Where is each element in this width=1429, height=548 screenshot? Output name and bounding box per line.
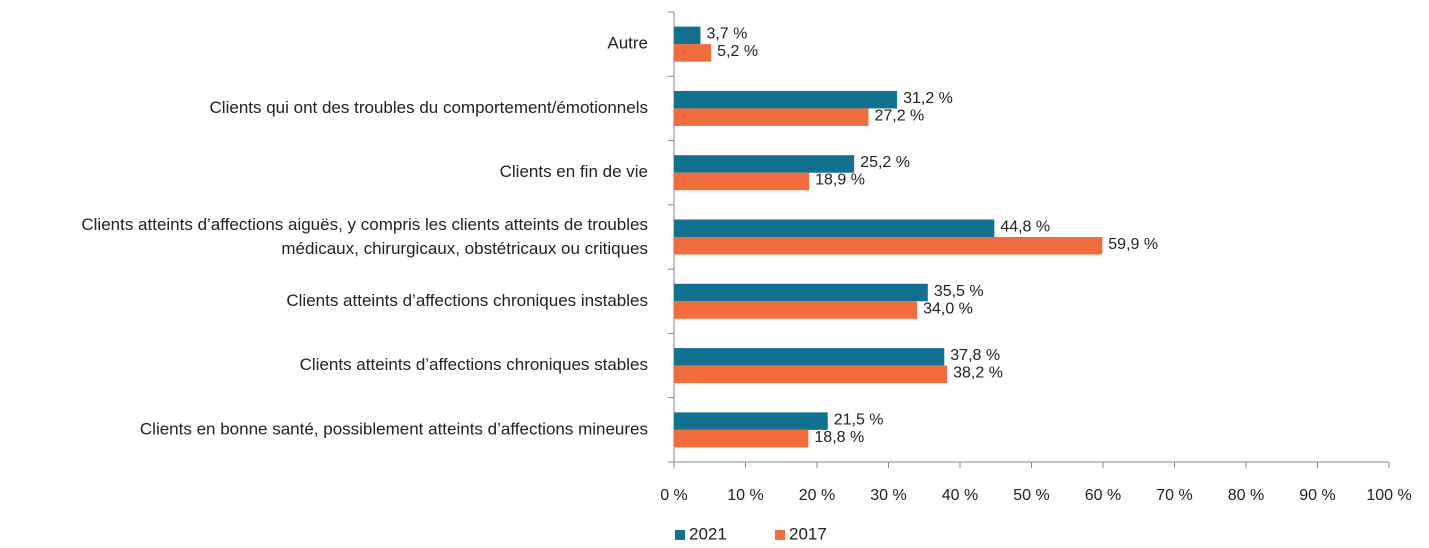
category-label: Clients atteints d’affections aiguës, y … xyxy=(81,215,648,258)
value-label: 27,2 % xyxy=(874,107,924,124)
bar xyxy=(674,219,995,237)
category-label: Clients en bonne santé, possiblement att… xyxy=(140,419,648,438)
bar xyxy=(674,365,948,384)
value-label: 25,2 % xyxy=(860,154,910,171)
x-tick-label: 100 % xyxy=(1366,487,1411,504)
value-label: 35,5 % xyxy=(934,283,984,300)
legend-swatch xyxy=(675,530,685,540)
bar xyxy=(674,283,928,302)
value-label: 3,7 % xyxy=(706,26,747,43)
category-label: Clients qui ont des troubles du comporte… xyxy=(210,98,648,117)
bar xyxy=(674,26,701,45)
value-label: 21,5 % xyxy=(834,411,884,428)
value-label: 34,0 % xyxy=(923,300,973,317)
x-tick-label: 20 % xyxy=(799,487,835,504)
value-label: 37,8 % xyxy=(950,347,1000,364)
bar xyxy=(674,412,828,430)
bar xyxy=(674,348,945,366)
category-label: Clients atteints d’affections chroniques… xyxy=(286,291,648,310)
bar xyxy=(674,237,1103,255)
category-label: Clients en fin de vie xyxy=(500,162,648,181)
bar xyxy=(674,90,898,109)
x-tick-label: 70 % xyxy=(1156,487,1192,504)
value-label: 5,2 % xyxy=(717,43,758,60)
legend-label: 2021 xyxy=(689,524,727,543)
x-tick-label: 40 % xyxy=(942,487,978,504)
bar xyxy=(674,429,809,448)
x-tick-label: 30 % xyxy=(870,487,906,504)
value-label: 59,9 % xyxy=(1108,236,1158,253)
value-label: 18,8 % xyxy=(814,429,864,446)
bar xyxy=(674,108,869,126)
category-label: Clients atteints d’affections chroniques… xyxy=(300,355,648,374)
value-label: 38,2 % xyxy=(953,365,1003,382)
x-tick-label: 50 % xyxy=(1013,487,1049,504)
x-tick-label: 80 % xyxy=(1228,487,1264,504)
bar xyxy=(674,172,810,191)
x-tick-label: 90 % xyxy=(1299,487,1335,504)
value-label: 44,8 % xyxy=(1000,218,1050,235)
category-label: Autre xyxy=(607,34,648,53)
value-label: 31,2 % xyxy=(903,90,953,107)
bar xyxy=(674,301,918,319)
value-label: 18,9 % xyxy=(815,172,865,189)
legend-swatch xyxy=(775,530,785,540)
x-tick-label: 0 % xyxy=(660,487,688,504)
x-tick-label: 60 % xyxy=(1085,487,1121,504)
x-tick-label: 10 % xyxy=(727,487,763,504)
bar xyxy=(674,44,712,62)
bar xyxy=(674,155,855,173)
legend-label: 2017 xyxy=(789,524,827,543)
